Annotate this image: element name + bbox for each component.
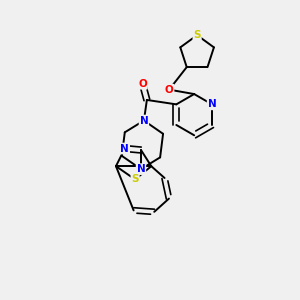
Text: O: O (165, 85, 173, 94)
Text: N: N (136, 164, 146, 174)
Text: O: O (138, 79, 147, 89)
Text: N: N (208, 99, 216, 110)
Text: S: S (131, 174, 139, 184)
Text: S: S (194, 30, 201, 40)
Text: N: N (120, 143, 129, 154)
Text: N: N (140, 116, 148, 126)
